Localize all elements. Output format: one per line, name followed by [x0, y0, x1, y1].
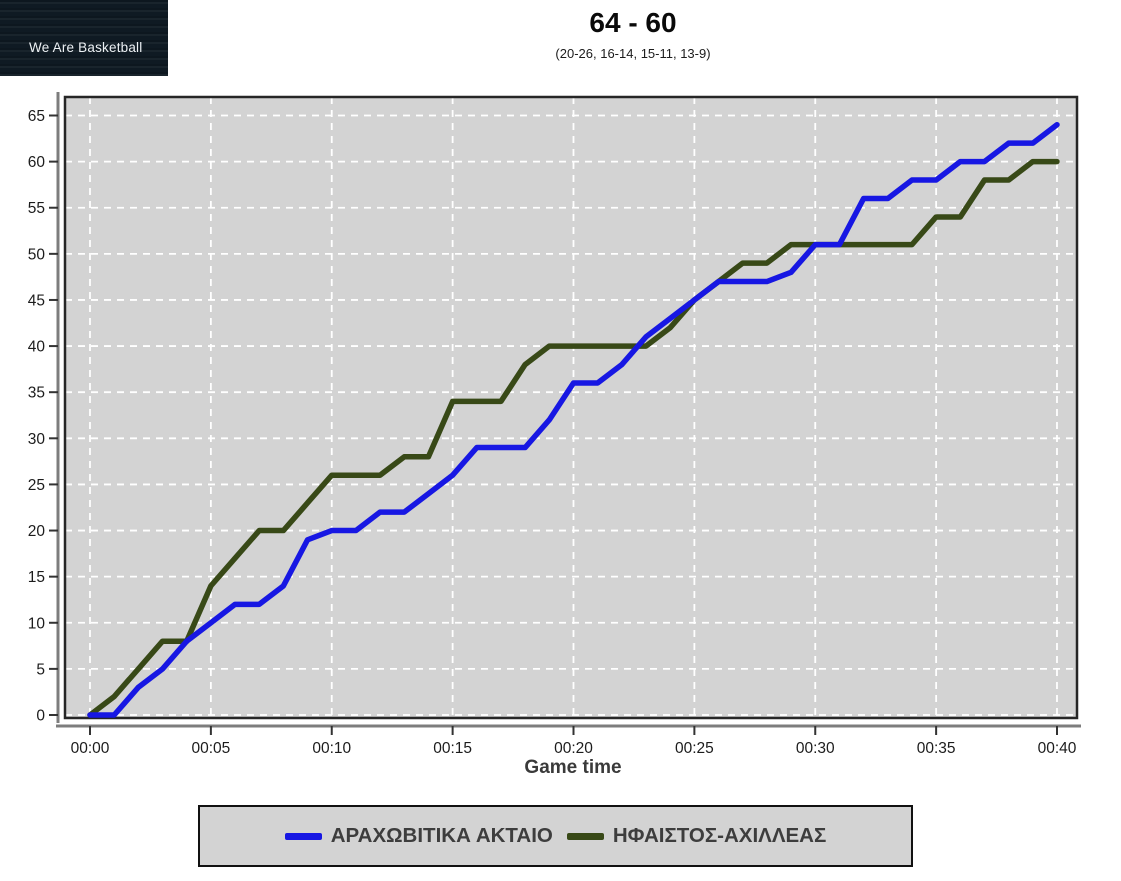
- legend-label-away: ΗΦΑΙΣΤΟΣ-ΑΧΙΛΛΕΑΣ: [612, 824, 827, 847]
- svg-text:35: 35: [28, 385, 45, 402]
- legend: ΑΡΑΧΩΒΙΤΙΚΑ ΑΚΤΑΙΟ ΗΦΑΙΣΤΟΣ-ΑΧΙΛΛΕΑΣ: [198, 805, 913, 867]
- svg-text:40: 40: [28, 339, 46, 356]
- svg-text:00:40: 00:40: [1038, 740, 1077, 757]
- x-axis-title: Game time: [524, 757, 622, 778]
- svg-text:00:15: 00:15: [433, 740, 472, 757]
- svg-text:25: 25: [28, 477, 45, 494]
- svg-text:60: 60: [28, 154, 46, 171]
- axis-ticks: [49, 114, 1058, 735]
- svg-text:00:00: 00:00: [71, 740, 110, 757]
- svg-text:0: 0: [36, 708, 45, 725]
- legend-item-away: ΗΦΑΙΣΤΟΣ-ΑΧΙΛΛΕΑΣ: [566, 824, 827, 848]
- plot-background: [65, 97, 1077, 718]
- legend-label-home: ΑΡΑΧΩΒΙΤΙΚΑ ΑΚΤΑΙΟ: [330, 824, 553, 847]
- svg-text:45: 45: [28, 292, 45, 309]
- we-are-basketball-logo: We Are Basketball: [0, 0, 168, 76]
- score-line-home: [87, 121, 1060, 718]
- plot-border: [63, 95, 1079, 720]
- axis-tick-labels: 00:00 00:05 00:10 00:15 00:20 00:25 00:30 00:35…: [28, 108, 1077, 757]
- score-progression-chart: 00:00 00:05 00:10 00:15 00:20 00:25 00:30 00:35…: [28, 92, 1081, 757]
- final-score: 64 - 60: [589, 7, 677, 38]
- svg-text:5: 5: [36, 661, 45, 678]
- svg-text:55: 55: [28, 200, 45, 217]
- svg-text:10: 10: [28, 615, 46, 632]
- svg-text:65: 65: [28, 108, 45, 125]
- svg-text:00:25: 00:25: [675, 740, 714, 757]
- svg-text:00:05: 00:05: [191, 740, 230, 757]
- svg-text:15: 15: [28, 569, 45, 586]
- svg-text:00:20: 00:20: [554, 740, 593, 757]
- scoreboard-header: 64 - 60 (20-26, 16-14, 15-11, 13-9): [145, 7, 1121, 61]
- score-line-away: [87, 158, 1060, 718]
- legend-item-home: ΑΡΑΧΩΒΙΤΙΚΑ ΑΚΤΑΙΟ: [284, 824, 553, 848]
- logo-text: We Are Basketball: [29, 40, 143, 55]
- svg-text:30: 30: [28, 431, 46, 448]
- svg-text:20: 20: [28, 523, 46, 540]
- svg-text:00:10: 00:10: [312, 740, 351, 757]
- green-line-swatch-icon: [566, 832, 604, 840]
- svg-text:00:35: 00:35: [917, 740, 956, 757]
- svg-text:50: 50: [28, 246, 46, 263]
- svg-text:00:30: 00:30: [796, 740, 835, 757]
- blue-line-swatch-icon: [284, 832, 322, 840]
- quarter-scores: (20-26, 16-14, 15-11, 13-9): [555, 46, 711, 61]
